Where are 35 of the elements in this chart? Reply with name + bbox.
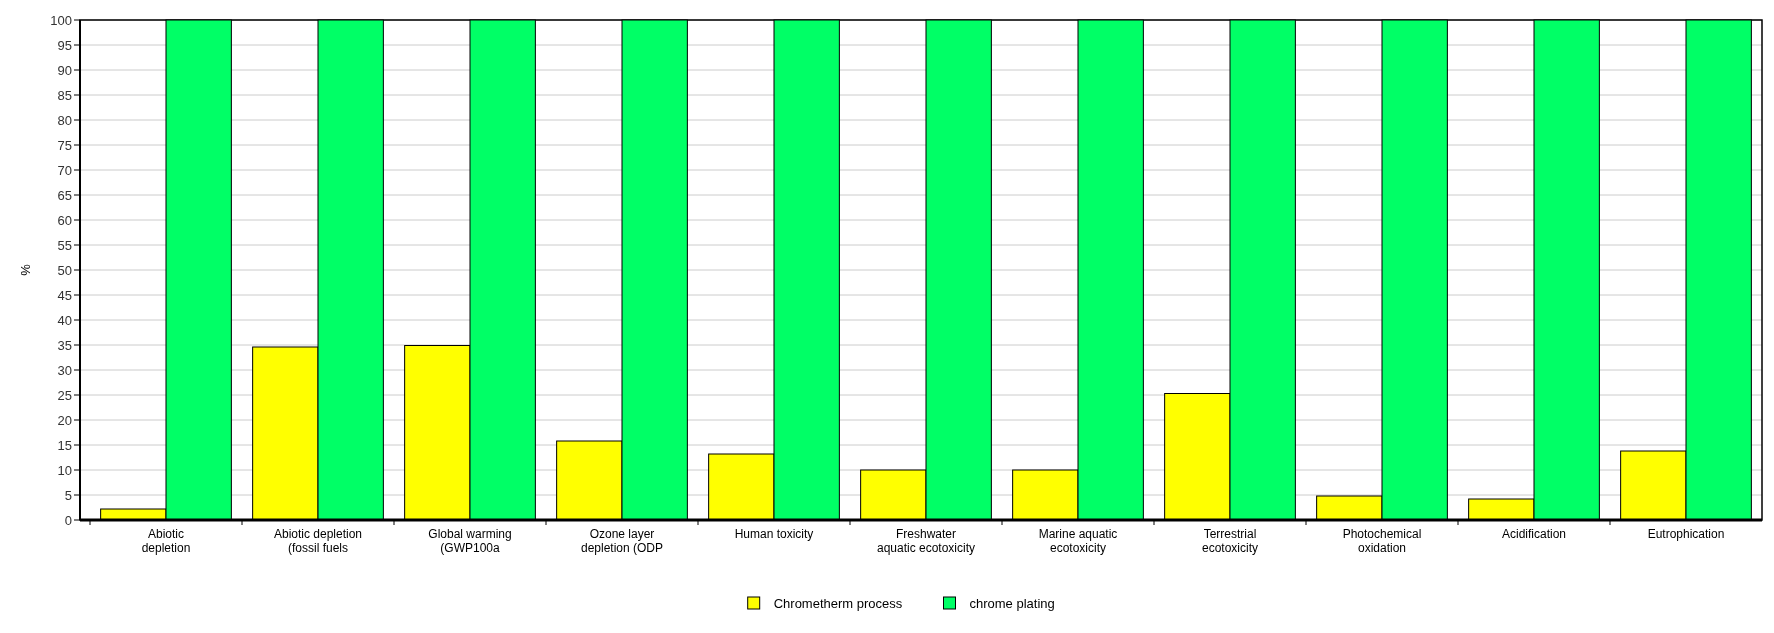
y-tick-label: 60 [57, 212, 72, 228]
legend-label: Chrometherm process [773, 595, 903, 611]
y-tick-label: 65 [57, 187, 72, 203]
x-tick-label: Ozone layer depletion (ODP [580, 527, 664, 555]
y-tick-label: 10 [57, 462, 72, 478]
y-tick-label: 20 [57, 412, 72, 428]
y-tick-label: 95 [57, 37, 72, 53]
x-tick-label: Human toxicity [734, 527, 814, 541]
y-tick-label: 5 [64, 487, 72, 503]
y-tick-label: 40 [57, 312, 72, 328]
x-tick-label: Global warming (GWP100a [428, 527, 512, 555]
x-tick-label: Eutrophication [1647, 527, 1725, 541]
y-tick-label: 100 [50, 12, 72, 28]
legend-label: chrome plating [969, 595, 1055, 611]
y-tick-label: 80 [57, 112, 72, 128]
x-tick-label: Acidification [1501, 527, 1567, 541]
y-tick-label: 25 [57, 387, 72, 403]
y-tick-label: 90 [57, 62, 72, 78]
x-tick-label: Marine aquatic ecotoxicity [1038, 527, 1118, 555]
x-tick-label: Photochemical oxidation [1342, 527, 1422, 555]
y-tick-label: 0 [64, 512, 72, 528]
y-tick-label: 70 [57, 162, 72, 178]
y-tick-label: 50 [57, 262, 72, 278]
y-tick-label: 30 [57, 362, 72, 378]
y-tick-label: 45 [57, 287, 72, 303]
y-tick-label: 85 [57, 87, 72, 103]
y-axis-title: % [18, 263, 33, 276]
x-tick-label: Abiotic depletion (fossil fuels [273, 527, 363, 555]
y-tick-label: 55 [57, 237, 72, 253]
y-tick-label: 35 [57, 337, 72, 353]
x-tick-label: Freshwater aquatic ecotoxicity [876, 527, 976, 555]
x-tick-label: Terrestrial ecotoxicity [1201, 527, 1259, 555]
y-tick-label: 75 [57, 137, 72, 153]
x-tick-label: Abiotic depletion [141, 527, 191, 555]
y-tick-label: 15 [57, 437, 72, 453]
